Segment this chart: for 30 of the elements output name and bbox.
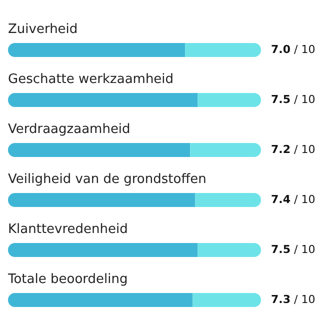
bar xyxy=(8,293,193,307)
y-tick-label: Veiligheid van de grondstoffen xyxy=(8,172,206,187)
text: / 10 xyxy=(294,93,316,106)
bar xyxy=(198,243,261,257)
text: / 10 xyxy=(294,243,316,256)
bar xyxy=(8,193,196,207)
text: / 10 xyxy=(294,293,316,306)
bar xyxy=(8,43,186,57)
y-tick-label: Verdraagzaamheid xyxy=(8,122,130,137)
y-tick-label: Klanttevredenheid xyxy=(8,222,128,237)
text: / 10 xyxy=(294,43,316,56)
data-label: 7.2 xyxy=(271,143,290,156)
bar xyxy=(8,243,198,257)
text: / 10 xyxy=(294,193,316,206)
bar xyxy=(8,143,190,157)
data-label: 7.0 xyxy=(271,43,291,56)
bar xyxy=(8,93,198,107)
data-label: 7.5 xyxy=(271,93,290,106)
bar xyxy=(195,193,261,207)
bar xyxy=(190,143,261,157)
text: / 10 xyxy=(294,143,316,156)
y-tick-label: Zuiverheid xyxy=(8,22,78,37)
bar xyxy=(198,93,261,107)
data-label: 7.3 xyxy=(271,293,290,306)
data-label: 7.5 xyxy=(271,243,290,256)
bar xyxy=(192,293,261,307)
y-tick-label: Totale beoordeling xyxy=(7,272,128,287)
y-tick-label: Geschatte werkzaamheid xyxy=(8,72,174,87)
data-label: 7.4 xyxy=(271,193,291,206)
bar xyxy=(185,43,261,57)
